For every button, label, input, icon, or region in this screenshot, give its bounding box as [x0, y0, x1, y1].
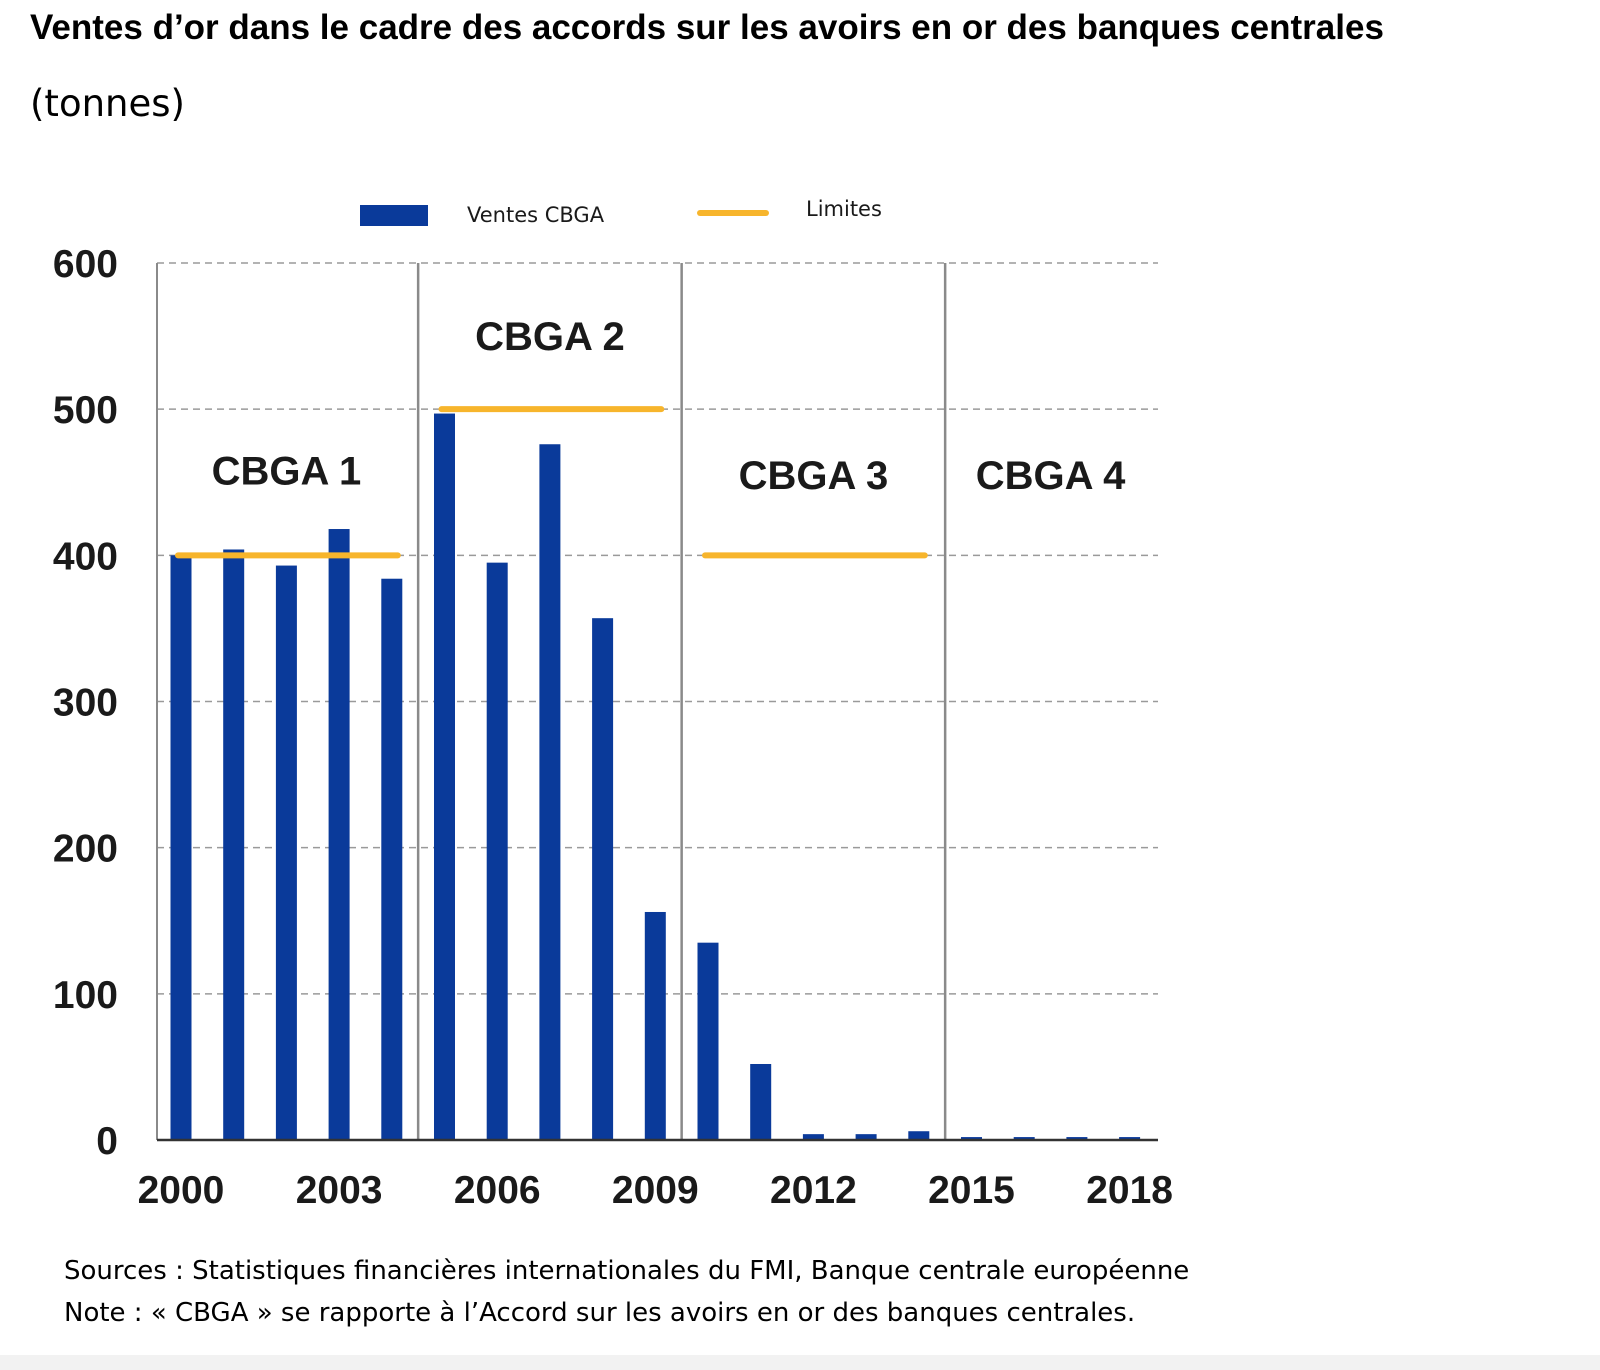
bar-2007 [539, 444, 561, 1140]
period-labels: CBGA 1 CBGA 2 CBGA 3 CBGA 4 [212, 315, 1127, 498]
bar-2013 [855, 1134, 877, 1140]
chart-title: Ventes d’or dans le cadre des accords su… [30, 8, 1384, 47]
y-tick-label: 300 [53, 682, 118, 725]
x-tick-label: 2009 [612, 1169, 699, 1212]
limit-lines [175, 406, 928, 559]
period-label: CBGA 3 [739, 454, 889, 498]
period-dividers [416, 263, 947, 1140]
x-tick-label: 2006 [454, 1169, 541, 1212]
y-tick-label: 600 [53, 243, 118, 286]
y-tick-label: 0 [96, 1120, 118, 1163]
bar-2003 [328, 529, 350, 1140]
x-axis: 2000 2003 2006 2009 2012 2015 2018 [138, 1138, 1173, 1212]
bar-2004 [381, 578, 403, 1140]
legend-label-limites: Limites [806, 197, 882, 221]
y-axis: 0 100 200 300 400 500 600 [53, 243, 158, 1163]
period-label: CBGA 2 [475, 315, 625, 359]
bar-2001 [223, 549, 245, 1140]
bar-2006 [486, 562, 508, 1140]
y-tick-label: 500 [53, 389, 118, 432]
x-tick-label: 2003 [296, 1169, 383, 1212]
bar-2008 [592, 618, 614, 1140]
bar-2012 [802, 1134, 824, 1140]
bottom-strip [0, 1355, 1600, 1370]
legend-label-ventes: Ventes CBGA [467, 203, 605, 227]
x-tick-label: 2018 [1086, 1169, 1173, 1212]
sources-note: Sources : Statistiques financières inter… [64, 1256, 1190, 1286]
bar-2002 [275, 565, 297, 1140]
bar-2017 [1066, 1137, 1088, 1140]
legend: Ventes CBGA Limites [360, 197, 882, 227]
x-tick-label: 2015 [928, 1169, 1015, 1212]
grid-lines [157, 262, 1158, 995]
period-label: CBGA 4 [976, 454, 1126, 498]
bar-2000 [170, 555, 192, 1140]
period-label: CBGA 1 [212, 450, 362, 494]
chart-subtitle: (tonnes) [30, 82, 185, 125]
bar-2009 [644, 911, 666, 1140]
bar-2011 [750, 1063, 772, 1140]
bar-2015 [961, 1137, 982, 1140]
y-tick-label: 200 [53, 828, 118, 871]
x-tick-label: 2000 [138, 1169, 225, 1212]
bar-2014 [908, 1131, 930, 1140]
y-tick-label: 100 [53, 974, 118, 1017]
bars [170, 413, 1141, 1141]
legend-swatch-ventes [360, 205, 428, 226]
bar-2016 [1013, 1137, 1035, 1140]
cbga-note: Note : « CBGA » se rapporte à l’Accord s… [64, 1298, 1136, 1328]
bar-2005 [434, 413, 455, 1141]
bar-2010 [697, 942, 719, 1140]
x-tick-label: 2012 [770, 1169, 857, 1212]
bar-2018 [1119, 1137, 1141, 1140]
y-tick-label: 400 [53, 535, 118, 578]
